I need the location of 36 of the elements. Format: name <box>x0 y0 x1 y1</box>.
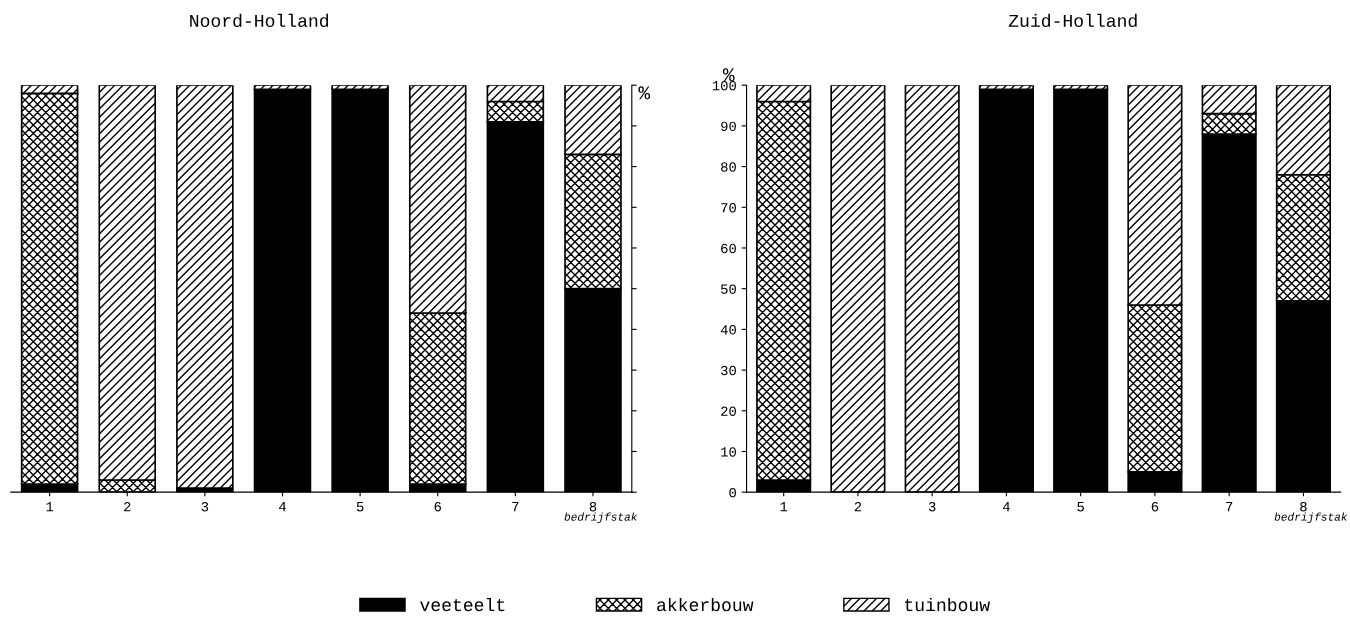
chart-title: Noord-Holland <box>190 13 329 28</box>
x-tick-label: 7 <box>1226 502 1233 512</box>
y-tick-label: 90 <box>721 121 736 132</box>
y-tick-label: 20 <box>721 406 736 416</box>
legend-label: akkerbouw <box>657 597 754 612</box>
chart-title: Zuid-Holland <box>1008 13 1137 28</box>
x-tick-label: 4 <box>279 502 286 512</box>
y-axis-title: % <box>722 68 735 82</box>
x-tick-label: 5 <box>356 502 364 512</box>
x-tick-label: 3 <box>201 501 209 512</box>
x-tick-label: 4 <box>1002 502 1010 512</box>
x-tick-label: 6 <box>434 501 441 512</box>
x-tick-label: 8 <box>589 501 597 512</box>
legend-label: veeteelt <box>420 597 505 612</box>
x-tick-label: 5 <box>1077 502 1084 512</box>
y-tick-label: 10 <box>721 447 736 457</box>
x-axis-title: bedrijfstak <box>1274 512 1348 523</box>
x-tick-label: 2 <box>124 501 131 512</box>
x-tick-label: 7 <box>512 502 519 512</box>
y-tick-label: 50 <box>721 284 736 294</box>
x-tick-label: 1 <box>46 502 54 512</box>
y-tick-label: 0 <box>729 487 736 498</box>
x-tick-label: 1 <box>780 502 788 512</box>
y-tick-label: 40 <box>720 325 736 335</box>
x-tick-label: 2 <box>854 501 862 512</box>
x-tick-label: 8 <box>1300 501 1307 512</box>
x-tick-label: 6 <box>1151 501 1159 512</box>
y-tick-label: 100 <box>712 80 736 91</box>
y-tick-label: 30 <box>721 365 736 376</box>
x-axis-title: bedrijfstak <box>564 512 638 523</box>
y-axis-title: % <box>638 86 651 100</box>
y-tick-label: 80 <box>721 162 736 172</box>
y-tick-label: 70 <box>721 203 736 213</box>
legend-label: tuinbouw <box>905 597 990 612</box>
y-tick-label: 60 <box>721 243 736 254</box>
x-tick-label: 3 <box>928 501 936 512</box>
